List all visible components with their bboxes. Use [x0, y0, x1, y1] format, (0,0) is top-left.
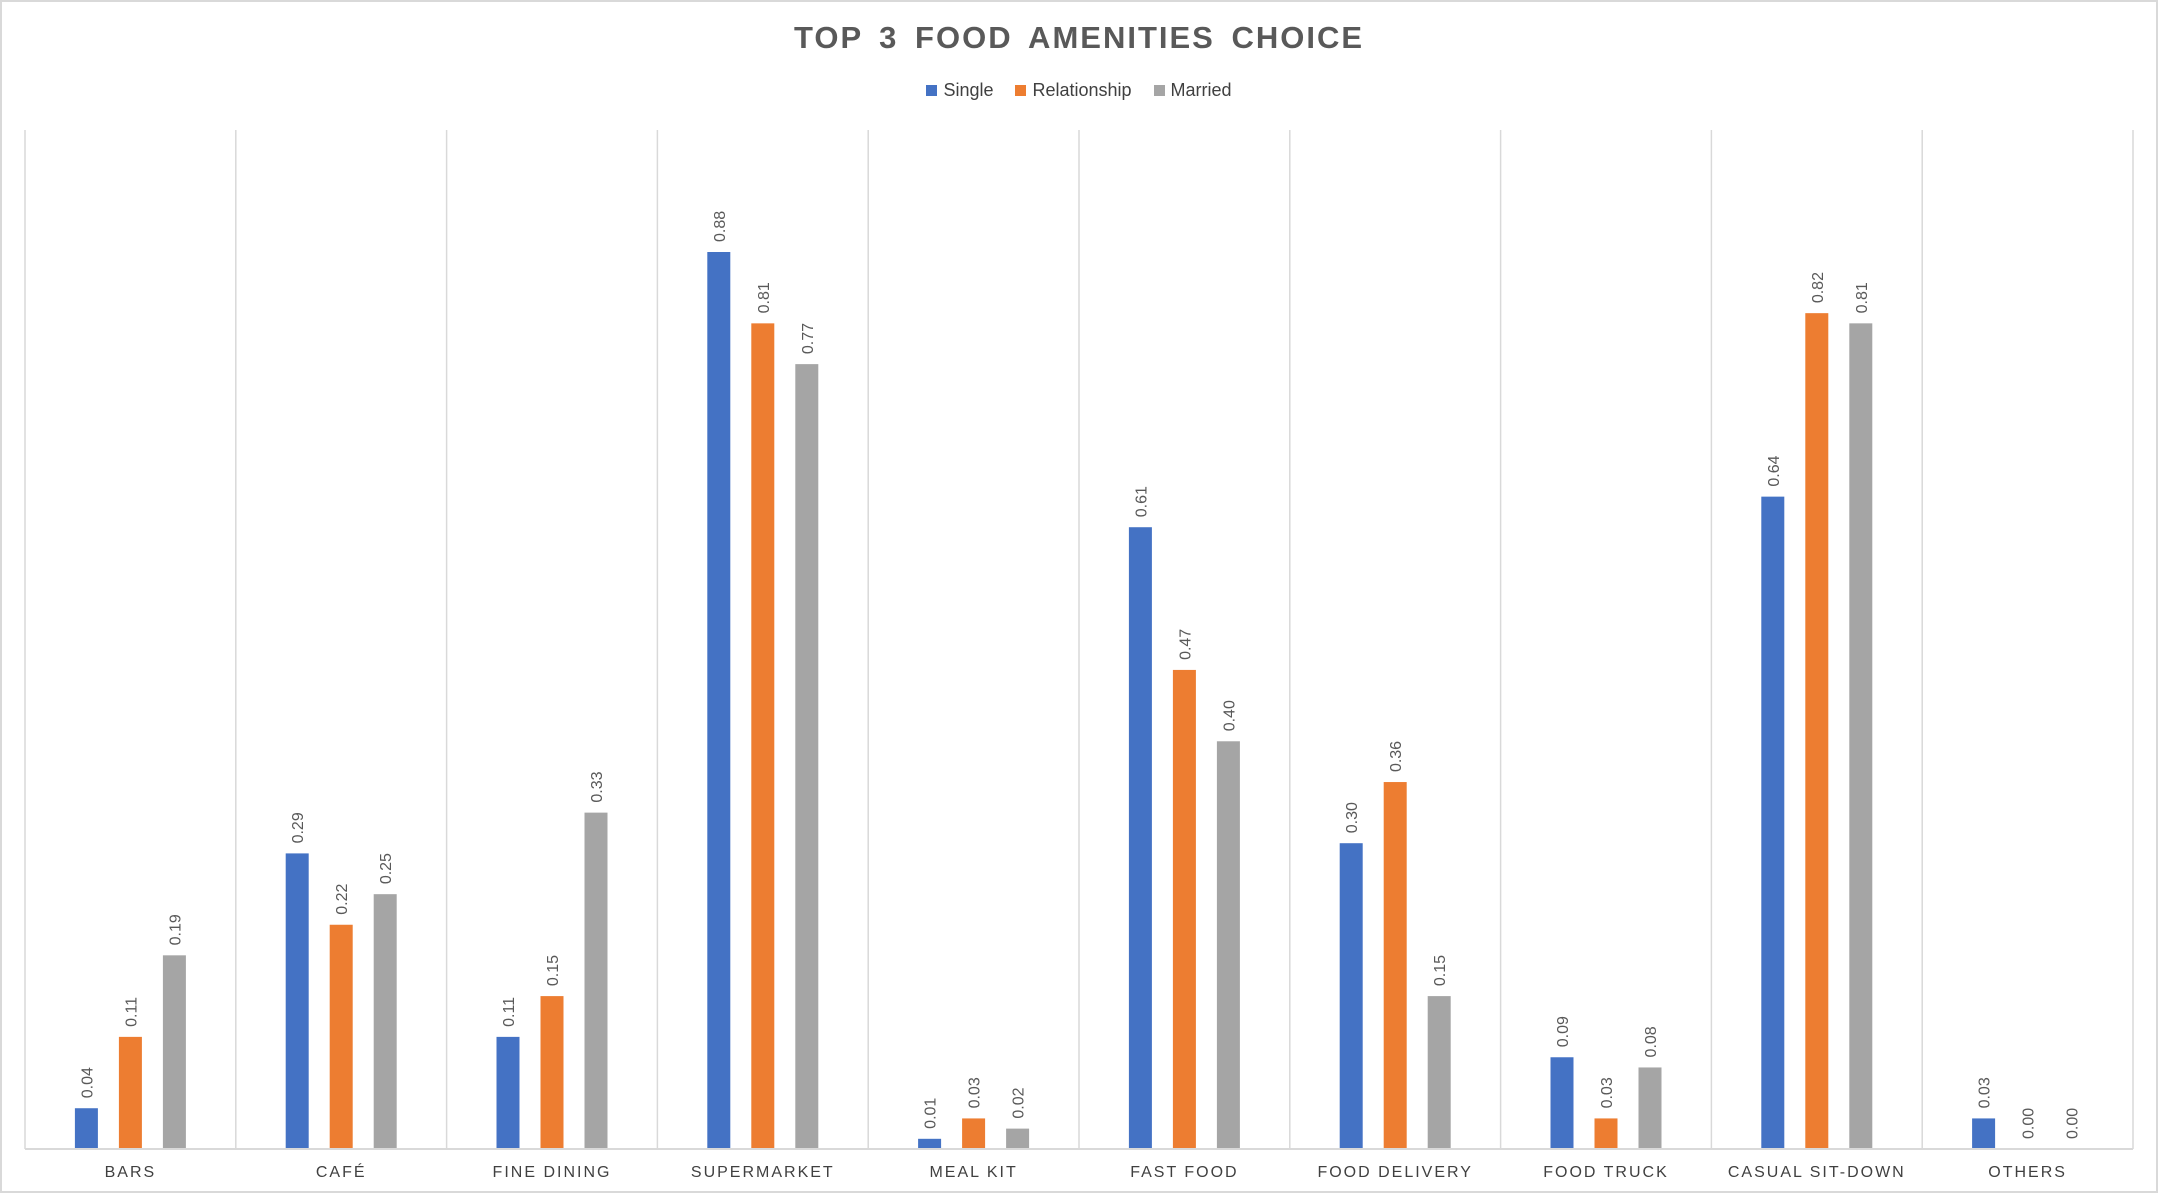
category-label: FINE DINING	[493, 1164, 612, 1181]
data-label-married: 0.40	[1221, 700, 1238, 731]
bar-relationship	[540, 996, 564, 1149]
bar-married	[162, 955, 186, 1149]
bar-relationship	[118, 1036, 142, 1149]
bar-single	[918, 1138, 942, 1149]
data-label-relationship: 0.82	[1810, 272, 1827, 303]
bar-relationship	[1172, 669, 1196, 1149]
data-label-relationship: 0.00	[2021, 1108, 2038, 1139]
data-label-relationship: 0.03	[967, 1077, 984, 1108]
data-label-single: 0.09	[1555, 1016, 1572, 1047]
bar-married	[1849, 323, 1873, 1149]
data-label-married: 0.19	[167, 914, 184, 945]
data-label-married: 0.81	[1854, 282, 1871, 313]
data-label-relationship: 0.03	[1599, 1077, 1616, 1108]
legend-item-married: Married	[1153, 80, 1232, 101]
category-label: FOOD TRUCK	[1543, 1164, 1668, 1181]
data-label-relationship: 0.81	[756, 282, 773, 313]
category-label: FOOD DELIVERY	[1317, 1164, 1473, 1181]
legend-label: Relationship	[1032, 80, 1132, 100]
bar-relationship	[1383, 782, 1407, 1149]
bar-married	[584, 812, 608, 1149]
legend-swatch	[926, 85, 938, 96]
bar-relationship	[751, 323, 775, 1149]
category-label: MEAL KIT	[929, 1164, 1017, 1181]
category-label: CAFÉ	[316, 1162, 367, 1181]
data-label-relationship: 0.36	[1388, 741, 1405, 772]
data-label-married: 0.15	[1432, 955, 1449, 986]
bar-married	[795, 364, 819, 1149]
data-label-married: 0.08	[1643, 1026, 1660, 1057]
data-label-married: 0.33	[589, 771, 606, 802]
bar-single	[285, 853, 309, 1149]
bar-relationship	[1805, 313, 1829, 1150]
data-label-single: 0.03	[1977, 1077, 1994, 1108]
chart-title: TOP 3 FOOD AMENITIES CHOICE	[793, 20, 1365, 55]
data-label-single: 0.11	[501, 997, 518, 1027]
data-label-married: 0.02	[1011, 1087, 1028, 1118]
bar-relationship	[962, 1118, 986, 1149]
data-label-single: 0.30	[1344, 802, 1361, 833]
bar-relationship	[1594, 1118, 1618, 1149]
bar-married	[1638, 1067, 1662, 1149]
data-label-single: 0.61	[1133, 486, 1150, 517]
data-label-single: 0.29	[290, 812, 307, 843]
bar-married	[1427, 996, 1451, 1149]
data-label-relationship: 0.22	[334, 884, 351, 915]
data-label-relationship: 0.15	[545, 955, 562, 986]
category-label: OTHERS	[1988, 1164, 2067, 1181]
category-label: CASUAL SIT-DOWN	[1728, 1164, 1906, 1181]
data-label-married: 0.25	[378, 853, 395, 884]
legend-swatch	[1153, 85, 1165, 96]
bar-single	[707, 252, 731, 1149]
data-label-single: 0.04	[79, 1067, 96, 1098]
bar-single	[1128, 527, 1152, 1149]
bar-relationship	[329, 924, 353, 1149]
data-label-single: 0.88	[712, 211, 729, 242]
legend-item-relationship: Relationship	[1015, 80, 1132, 101]
legend-item-single: Single	[926, 80, 993, 101]
data-label-married: 0.00	[2065, 1108, 2082, 1139]
legend-label: Married	[1170, 80, 1232, 100]
bar-single	[1339, 843, 1363, 1149]
category-label: SUPERMARKET	[691, 1164, 835, 1181]
legend-label: Single	[943, 80, 994, 100]
data-label-relationship: 0.11	[123, 997, 140, 1027]
bar-single	[1761, 496, 1785, 1149]
legend: Single Relationship Married	[0, 80, 2158, 101]
legend-swatch	[1015, 85, 1027, 96]
data-label-single: 0.64	[1766, 455, 1783, 486]
category-label: FAST FOOD	[1130, 1164, 1238, 1181]
data-label-single: 0.01	[923, 1098, 940, 1129]
category-label: BARS	[105, 1164, 157, 1181]
data-label-relationship: 0.47	[1177, 629, 1194, 660]
data-label-married: 0.77	[800, 323, 817, 354]
bar-single	[1550, 1057, 1574, 1149]
bar-single	[1972, 1118, 1996, 1149]
bar-single	[74, 1108, 98, 1149]
bar-married	[373, 894, 397, 1149]
bar-single	[496, 1036, 520, 1149]
bar-married	[1216, 741, 1240, 1149]
bar-married	[1006, 1128, 1030, 1149]
